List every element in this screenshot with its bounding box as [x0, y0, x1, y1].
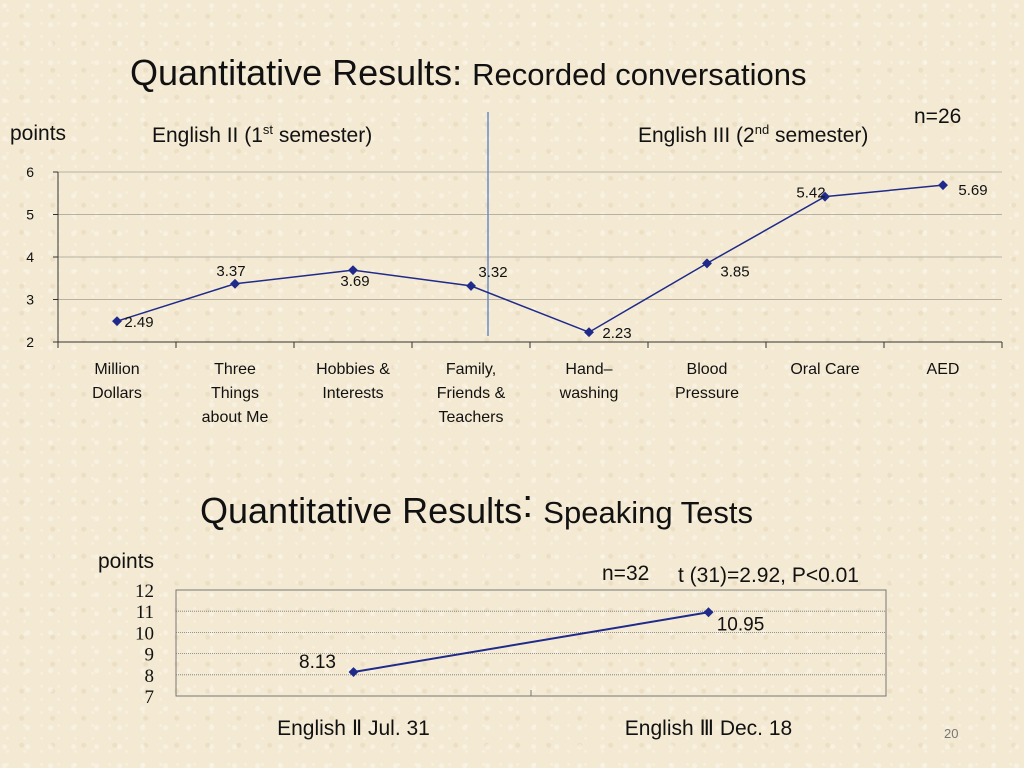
x-category-label: Family, Friends & Teachers [436, 361, 506, 426]
chart1-title-main: Quantitative Results: [130, 52, 463, 93]
chart2-stat-label: t (31)=2.92, P<0.01 [678, 564, 859, 587]
data-point [703, 607, 714, 618]
x-category-label: English Ⅲ Dec. 18 [624, 717, 793, 740]
ordinal-superscript: st [262, 122, 274, 137]
chart1-semester-right: English III (2nd semester) [638, 122, 869, 147]
chart2-title-main: Quantitative Results [200, 490, 523, 531]
data-label: 5.42 [796, 185, 825, 202]
data-point [938, 180, 948, 191]
y-tick-label: 4 [26, 249, 34, 265]
chart1-semester-left: English II (1st semester) [152, 122, 373, 147]
data-label: 10.95 [717, 614, 765, 635]
y-tick-label: 8 [145, 666, 155, 687]
data-label: 3.32 [478, 264, 507, 281]
y-tick-label: 5 [26, 207, 34, 223]
data-label: 2.49 [124, 314, 153, 331]
chart1-title-sub: Recorded conversations [472, 57, 807, 92]
data-label: 3.37 [216, 263, 245, 280]
y-tick-label: 6 [26, 164, 34, 180]
y-tick-label: 9 [145, 645, 155, 666]
chart2-title-colon: : [522, 482, 534, 526]
y-tick-label: 10 [135, 623, 154, 644]
chart2-title: Quantitative Results: Speaking Tests [200, 482, 753, 533]
chart1-title: Quantitative Results: Recorded conversat… [130, 52, 806, 94]
data-point [820, 191, 830, 202]
y-tick-label: 7 [145, 687, 155, 708]
series-line [353, 611, 709, 674]
x-category-label: Three Things about Me [201, 361, 269, 426]
chart2-ylabel: points [98, 550, 155, 573]
y-tick-label: 2 [26, 334, 34, 350]
y-tick-label: 3 [26, 292, 34, 308]
data-point [348, 667, 359, 677]
data-point [230, 278, 240, 289]
x-category-label: Blood Pressure [674, 361, 740, 402]
data-point [348, 265, 358, 276]
series-line [116, 184, 944, 334]
page-number: 20 [944, 726, 959, 741]
chart1-n-label: n=26 [914, 105, 962, 128]
data-label: 3.69 [340, 273, 369, 290]
data-point [466, 280, 476, 291]
x-category-label: Hobbies & Interests [316, 361, 390, 402]
x-category-label: AED [926, 361, 960, 378]
chart2-title-sub: Speaking Tests [543, 495, 753, 530]
data-label: 5.69 [958, 182, 987, 199]
x-category-label: English Ⅱ Jul. 31 [277, 717, 430, 740]
data-label: 8.13 [299, 652, 336, 673]
x-category-label: Hand– washing [559, 361, 619, 402]
y-tick-label: 11 [136, 602, 154, 623]
chart2-n-label: n=32 [602, 562, 650, 585]
x-category-label: Million Dollars [92, 361, 142, 402]
y-tick-label: 12 [135, 581, 154, 602]
ordinal-superscript: nd [754, 122, 770, 137]
data-label: 2.23 [602, 325, 631, 342]
data-point [702, 258, 712, 269]
data-point [584, 327, 594, 338]
chart1-ylabel: points [10, 122, 67, 145]
data-label: 3.85 [720, 263, 749, 280]
x-category-label: Oral Care [790, 361, 860, 378]
